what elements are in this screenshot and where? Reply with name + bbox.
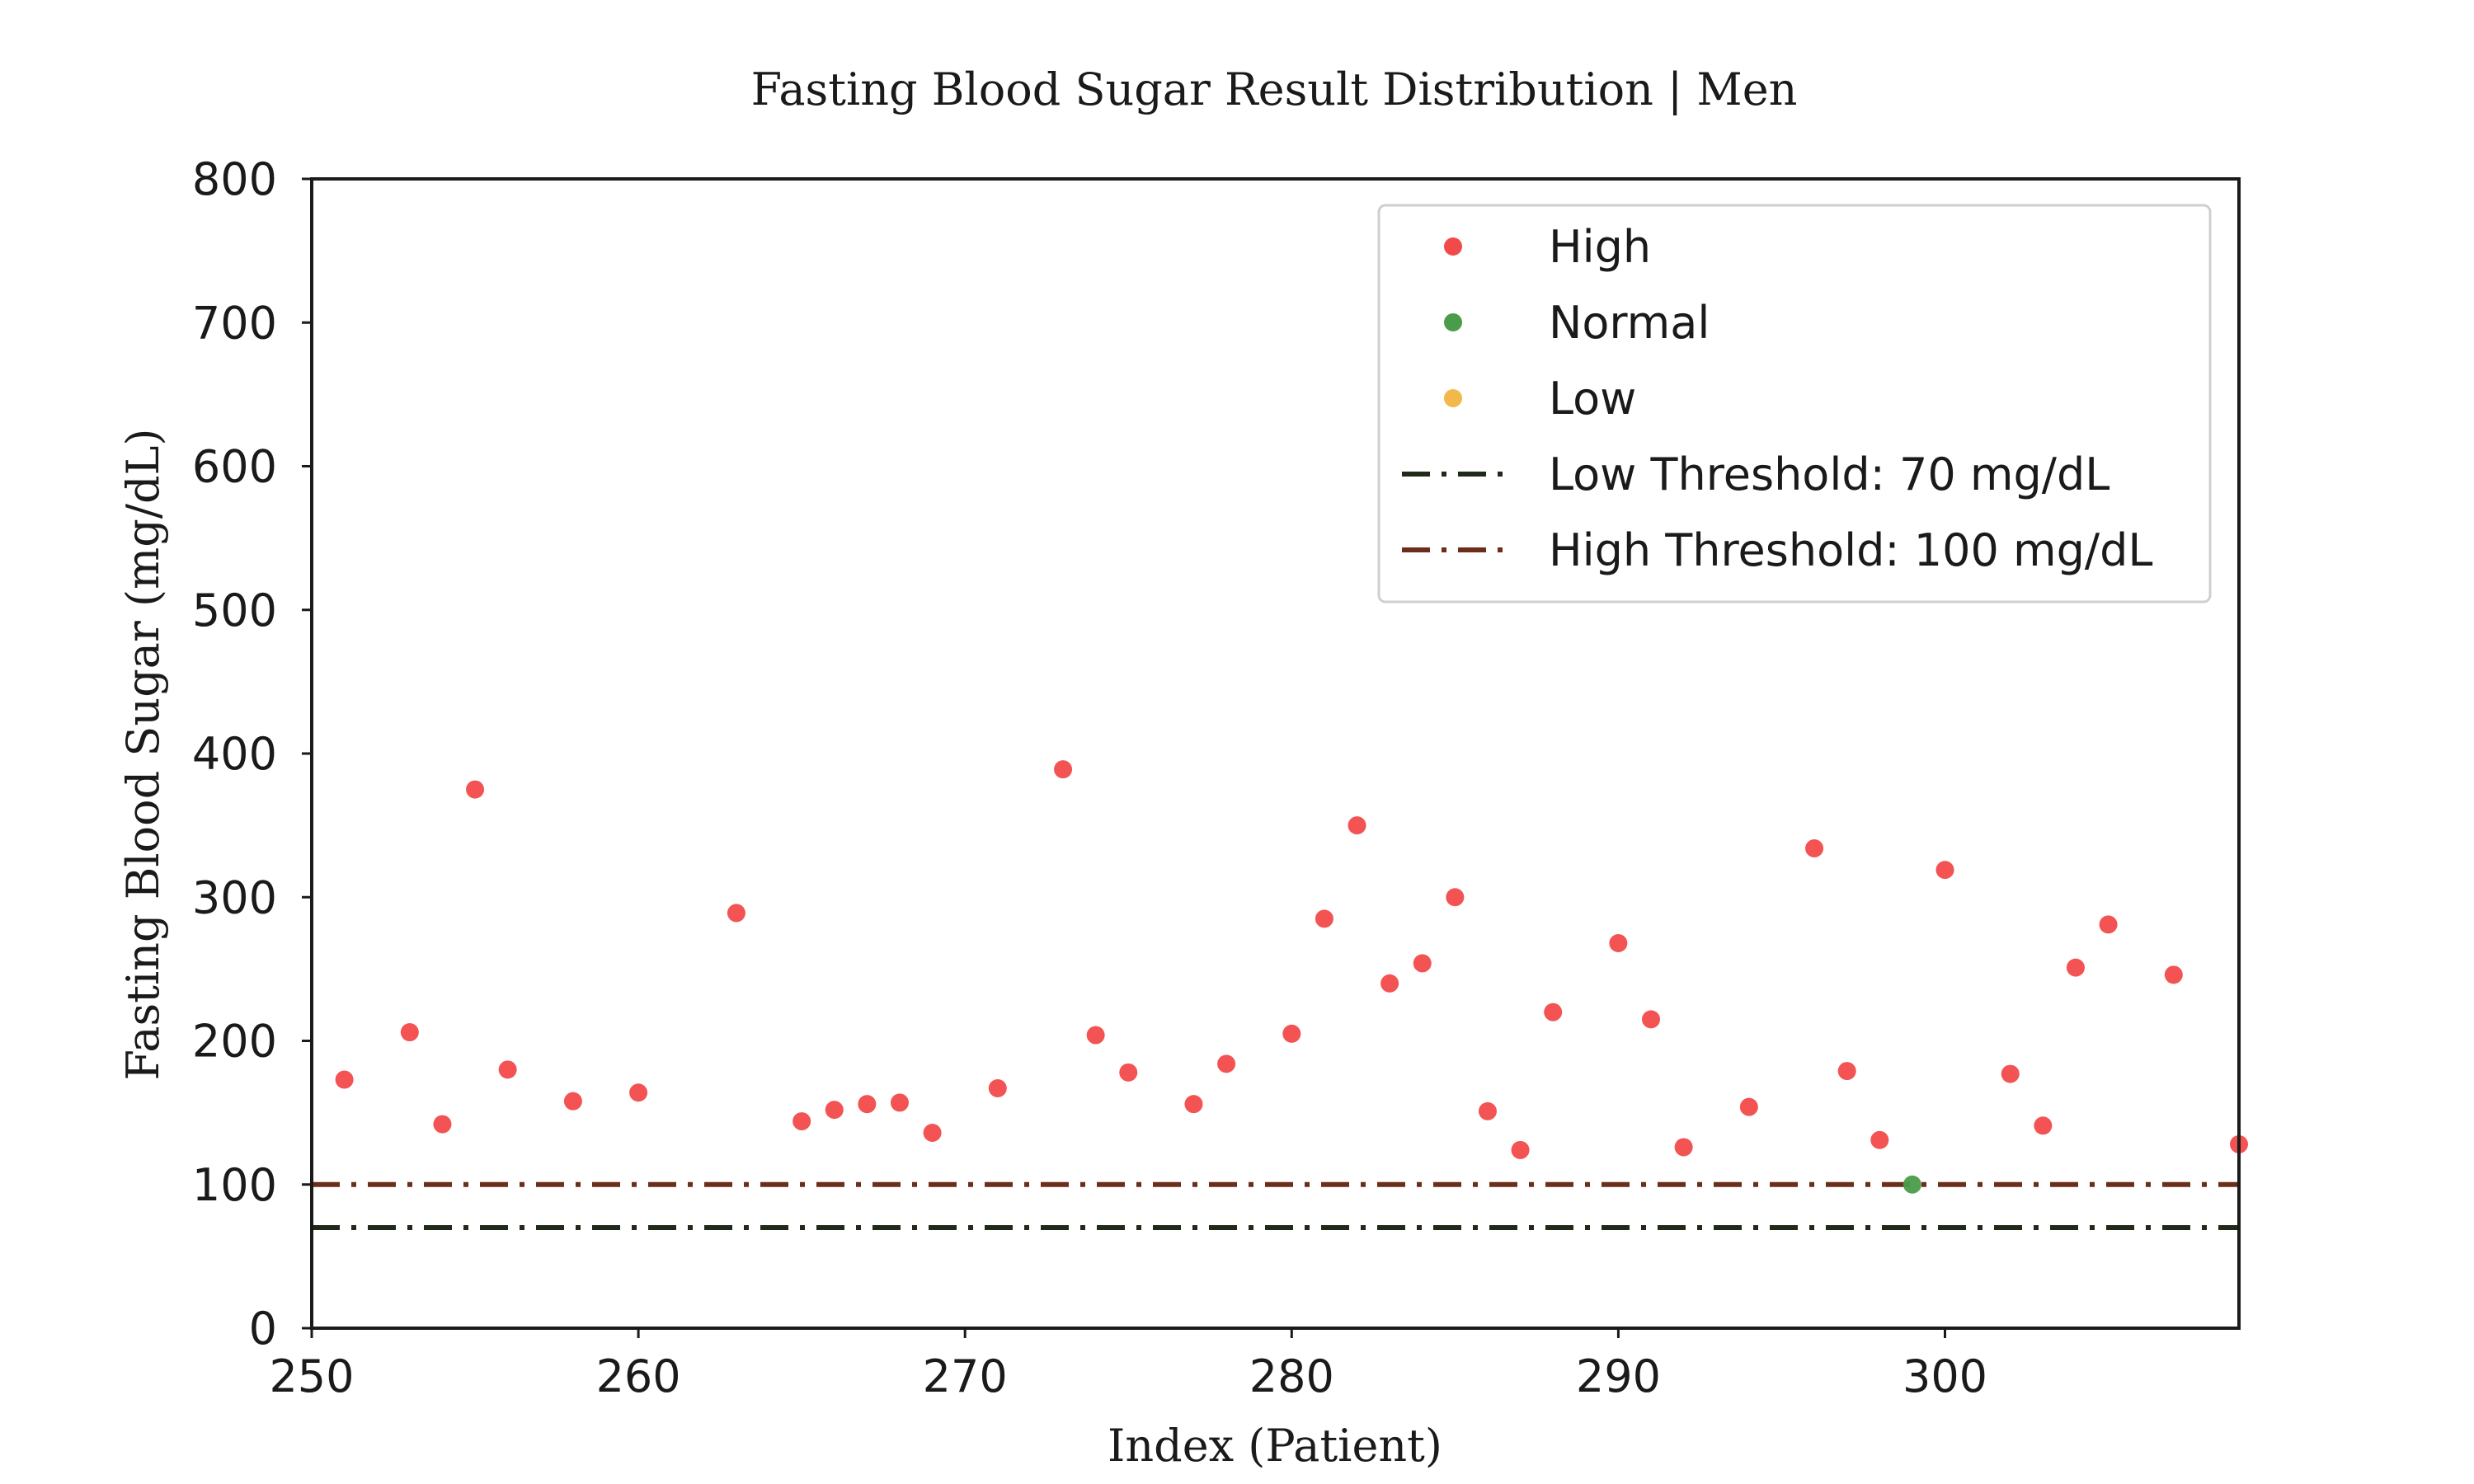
- x-tick-label: 260: [596, 1350, 681, 1402]
- legend-box: [1377, 204, 2212, 603]
- y-tick-label: 200: [192, 1016, 277, 1068]
- data-point-high: [629, 1083, 648, 1102]
- y-tick-label: 300: [192, 871, 277, 923]
- legend: High Normal Low Low Threshold: 70 mg/dL High…: [1377, 204, 2212, 603]
- data-point-high: [890, 1093, 909, 1112]
- data-point-high: [793, 1112, 811, 1131]
- data-point-high: [1805, 839, 1824, 858]
- data-point-high: [1380, 974, 1399, 993]
- legend-label: Normal: [1549, 297, 1710, 349]
- data-point-high: [1184, 1095, 1203, 1114]
- legend-label: Low Threshold: 70 mg/dL: [1549, 448, 2109, 500]
- data-point-high: [1935, 861, 1954, 880]
- data-point-high: [1348, 816, 1366, 835]
- data-point-high: [2066, 958, 2085, 977]
- data-points: [335, 760, 2248, 1194]
- x-tick-label: 250: [269, 1350, 354, 1402]
- data-point-high: [1674, 1138, 1693, 1157]
- y-tick-label: 0: [249, 1303, 277, 1355]
- data-point-high: [335, 1070, 354, 1089]
- data-point-high: [400, 1023, 419, 1042]
- data-point-high: [1544, 1003, 1563, 1021]
- data-point-high: [1119, 1063, 1138, 1082]
- threshold-lines: [312, 1181, 2239, 1231]
- data-point-high: [1642, 1010, 1661, 1029]
- x-tick-label: 280: [1249, 1350, 1334, 1402]
- y-tick-label: 400: [192, 728, 277, 780]
- data-point-high: [1413, 954, 1432, 973]
- plot-area-frame: [310, 177, 2241, 1330]
- data-point-high: [2001, 1064, 2020, 1083]
- legend-label: High: [1549, 221, 1651, 273]
- data-point-high: [1446, 888, 1465, 907]
- data-point-high: [1870, 1130, 1889, 1149]
- x-axis-label: Index (Patient): [1108, 1420, 1442, 1472]
- y-tick-label: 800: [192, 153, 277, 205]
- y-tick-label: 100: [192, 1159, 277, 1211]
- y-axis-ticks: 0 100 200 300 400 500 600 700 800: [192, 153, 312, 1355]
- data-point-high: [1609, 934, 1628, 953]
- x-tick-label: 270: [923, 1350, 1008, 1402]
- legend-marker: [1444, 237, 1462, 256]
- x-tick-label: 290: [1576, 1350, 1661, 1402]
- data-point-high: [1217, 1054, 1236, 1073]
- data-point-high: [498, 1060, 517, 1079]
- legend-label: Low: [1549, 373, 1636, 425]
- data-point-high: [2099, 915, 2118, 934]
- data-point-high: [1054, 760, 1073, 779]
- data-point-high: [1739, 1097, 1758, 1116]
- data-point-high: [1478, 1101, 1497, 1120]
- y-axis-label: Fasting Blood Sugar (mg/dL): [117, 429, 169, 1081]
- data-point-high: [825, 1101, 844, 1120]
- data-point-normal: [1903, 1175, 1921, 1194]
- data-point-high: [988, 1079, 1007, 1098]
- data-point-high: [563, 1092, 582, 1111]
- data-point-high: [1086, 1026, 1105, 1045]
- x-axis-ticks: 250 260 270 280 290 300: [269, 1328, 1987, 1402]
- y-tick-label: 600: [192, 441, 277, 493]
- data-point-high: [2164, 965, 2183, 984]
- data-point-high: [923, 1124, 942, 1143]
- data-point-high: [1315, 909, 1333, 928]
- data-point-high: [1837, 1062, 1856, 1081]
- legend-marker: [1444, 313, 1462, 331]
- data-point-high: [2034, 1116, 2053, 1135]
- y-tick-label: 700: [192, 297, 277, 349]
- x-tick-label: 300: [1903, 1350, 1987, 1402]
- data-point-high: [1282, 1024, 1301, 1043]
- data-point-high: [1511, 1140, 1530, 1159]
- chart-title: Fasting Blood Sugar Result Distribution …: [751, 63, 1798, 115]
- data-point-high: [466, 780, 485, 799]
- data-point-high: [433, 1115, 452, 1134]
- y-tick-label: 500: [192, 585, 277, 636]
- legend-label: High Threshold: 100 mg/dL: [1549, 524, 2152, 576]
- legend-marker: [1444, 389, 1462, 407]
- data-point-high: [858, 1095, 877, 1114]
- data-point-high: [727, 904, 745, 923]
